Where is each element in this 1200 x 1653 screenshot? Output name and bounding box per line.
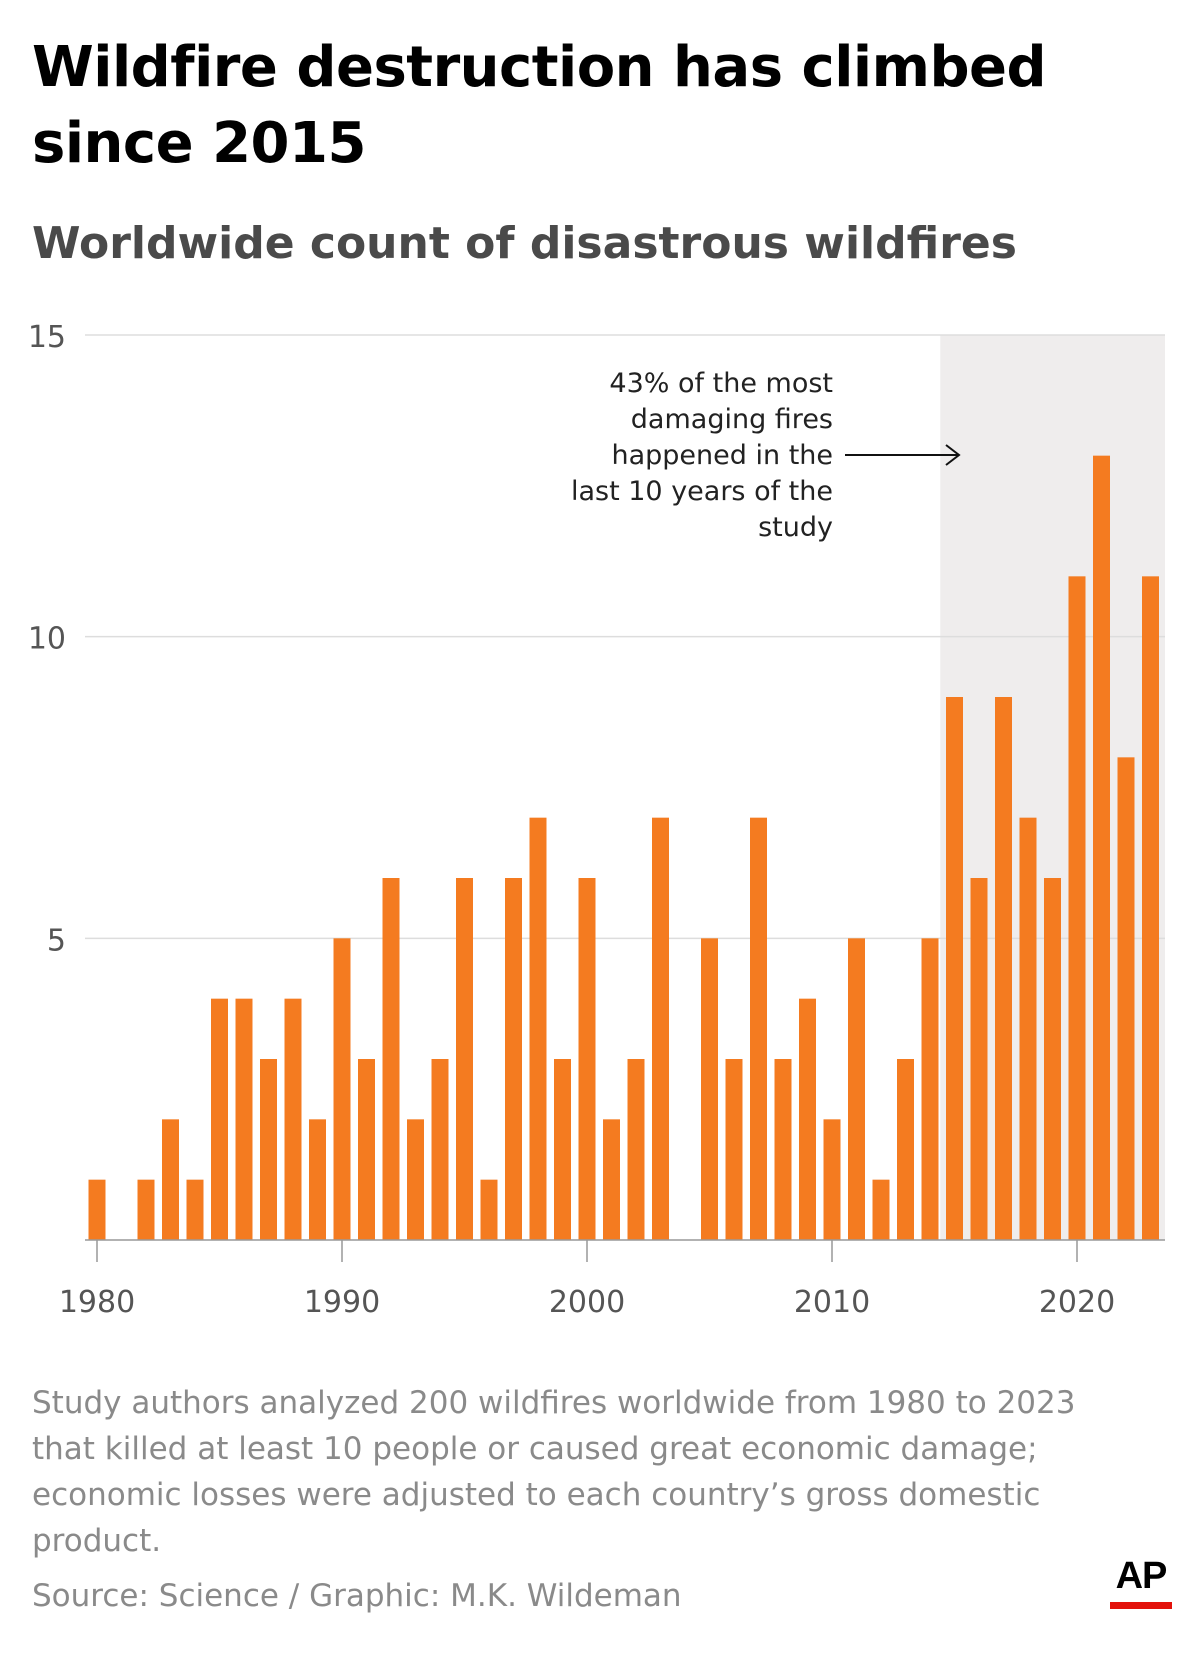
bar-2010 [823, 1119, 841, 1240]
bar-1985 [211, 998, 228, 1240]
bar-1987 [260, 1059, 277, 1240]
annotation-arrow-head [945, 444, 961, 466]
bar-2001 [603, 1119, 620, 1240]
bar-1991 [358, 1059, 375, 1240]
source-credit: Source: Science / Graphic: M.K. Wildeman [32, 1578, 682, 1614]
bar-1982 [137, 1179, 155, 1240]
bar-2000 [578, 878, 596, 1240]
annotation-line: 43% of the most [609, 368, 833, 399]
bar-2013 [897, 1059, 914, 1240]
bar-1994 [431, 1059, 449, 1240]
bar-2012 [872, 1179, 890, 1240]
bar-2023 [1142, 576, 1159, 1240]
chart-note: Study authors analyzed 200 wildfires wor… [32, 1385, 1076, 1559]
x-tick-label: 2020 [1039, 1285, 1115, 1320]
bar-1986 [235, 998, 253, 1240]
bar-1980 [88, 1179, 106, 1240]
bar-1983 [162, 1119, 179, 1240]
ap-logo-underline [1110, 1602, 1172, 1609]
bar-2020 [1068, 576, 1086, 1240]
bar-1993 [407, 1119, 424, 1240]
bar-2005 [701, 938, 718, 1240]
bar-1984 [186, 1179, 204, 1240]
bar-1999 [554, 1059, 571, 1240]
bar-1995 [456, 878, 473, 1240]
bar-2018 [1019, 817, 1037, 1240]
bar-2008 [774, 1059, 792, 1240]
y-tick-label: 15 [28, 320, 66, 355]
bar-2003 [652, 817, 669, 1240]
bar-2019 [1044, 878, 1061, 1240]
bar-2002 [627, 1059, 645, 1240]
y-tick-label: 10 [28, 622, 66, 657]
bar-2011 [848, 938, 865, 1240]
bar-2007 [750, 817, 767, 1240]
x-tick-label: 1990 [304, 1285, 380, 1320]
bar-1989 [309, 1119, 326, 1240]
bar-2006 [725, 1059, 743, 1240]
bar-chart: 5 10 15 1980 1990 2000 2010 2020 43% of the mo… [28, 320, 1165, 1320]
y-tick-label: 5 [47, 923, 66, 958]
ap-logo: AP [1110, 1556, 1172, 1609]
bar-1997 [505, 878, 522, 1240]
x-tick-label: 2010 [794, 1285, 870, 1320]
annotation-line: damaging fires [631, 404, 833, 435]
bar-1992 [382, 878, 400, 1240]
bar-2009 [799, 998, 816, 1240]
ap-logo-text: AP [1115, 1555, 1168, 1597]
chart-subtitle: Worldwide count of disastrous wildfires [32, 218, 1017, 269]
bar-1998 [529, 817, 547, 1240]
bar-1988 [284, 998, 302, 1240]
bar-1996 [480, 1179, 498, 1240]
bar-1990 [333, 938, 351, 1240]
annotation-line: study [758, 512, 833, 543]
bar-2016 [970, 878, 988, 1240]
bar-2021 [1093, 455, 1110, 1240]
chart-title: Wildfire destruction has climbed since 2… [32, 35, 1047, 176]
bar-2014 [921, 938, 939, 1240]
annotation-line: last 10 years of the [571, 476, 833, 507]
x-tick-label: 1980 [59, 1285, 135, 1320]
bar-2017 [995, 697, 1012, 1240]
bar-2015 [946, 697, 963, 1240]
x-tick-label: 2000 [549, 1285, 625, 1320]
bar-2022 [1117, 757, 1135, 1240]
annotation-line: happened in the [612, 440, 834, 471]
